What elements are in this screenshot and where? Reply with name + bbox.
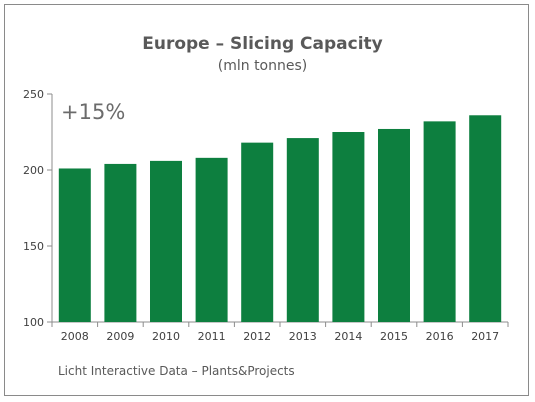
chart-title: Europe – Slicing Capacity [142, 34, 383, 54]
bar-2017 [469, 115, 502, 322]
chart-bars [58, 115, 502, 322]
x-tick-label-2008: 2008 [61, 330, 89, 343]
bar-2010 [150, 160, 182, 322]
y-tick-label-250: 250 [23, 88, 44, 101]
chart-subtitle: (mln tonnes) [217, 58, 308, 74]
bar-2014 [332, 132, 365, 322]
x-tick-label-2009: 2009 [106, 330, 134, 343]
x-tick-label-2014: 2014 [334, 330, 362, 343]
bar-2011 [195, 157, 228, 322]
bar-2009 [104, 163, 137, 322]
x-tick-label-2016: 2016 [426, 330, 454, 343]
source-note: Licht Interactive Data – Plants&Projects [58, 364, 295, 378]
x-tick-label-2011: 2011 [198, 330, 226, 343]
bar-2015 [378, 128, 410, 322]
bar-2013 [286, 138, 319, 322]
x-tick-label-2012: 2012 [243, 330, 271, 343]
x-tick-label-2013: 2013 [289, 330, 317, 343]
bar-2012 [241, 142, 274, 322]
growth-annotation: +15% [61, 100, 126, 124]
x-tick-label-2010: 2010 [152, 330, 180, 343]
bar-2008 [58, 168, 91, 322]
y-tick-label-100: 100 [23, 316, 44, 329]
x-tick-label-2015: 2015 [380, 330, 408, 343]
chart-tick-labels: 100 150 200 250 2008 2009 2010 2011 2012 2013 2014… [23, 88, 499, 343]
y-tick-label-150: 150 [23, 240, 44, 253]
bar-2016 [423, 121, 456, 322]
x-tick-label-2017: 2017 [471, 330, 499, 343]
y-tick-label-200: 200 [23, 164, 44, 177]
